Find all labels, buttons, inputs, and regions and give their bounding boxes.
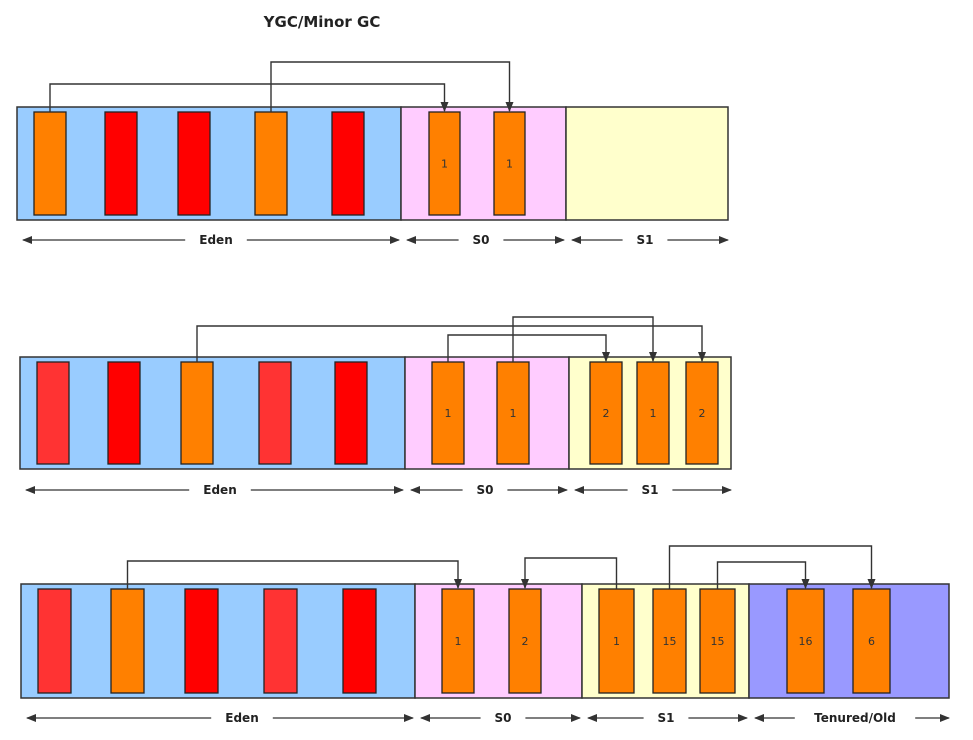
object-block-live (180, 361, 214, 465)
object-age-label: 1 (455, 635, 462, 648)
object-block-dead (258, 361, 292, 465)
object-block-live (33, 111, 67, 216)
copy-arrow (521, 557, 618, 589)
object-block-live (589, 361, 623, 465)
object-age-label: 2 (603, 407, 610, 420)
diagram-title: YGC/Minor GC (263, 13, 381, 31)
heap-row-1: 1 1 Eden S0 S1 (16, 61, 729, 247)
object-age-label: 1 (510, 407, 517, 420)
object-block-live (428, 111, 461, 216)
copy-arrow (270, 61, 514, 112)
object-block-dead (104, 111, 138, 216)
object-block-dead (177, 111, 211, 216)
heap-row-3: 1 2 1 15 15 16 6 Eden S0 S1 Tenured/Old (20, 545, 950, 725)
object-block-dead (263, 588, 298, 694)
object-block-live (431, 361, 465, 465)
region-label-s0: S0 (473, 233, 490, 247)
object-age-label: 1 (613, 635, 620, 648)
region-label-eden: Eden (199, 233, 232, 247)
object-age-label: 1 (441, 158, 448, 171)
object-age-label: 6 (868, 635, 875, 648)
object-age-label: 2 (522, 635, 529, 648)
copy-arrow (447, 334, 610, 362)
object-age-label: 1 (650, 407, 657, 420)
object-block-live (508, 588, 542, 694)
copy-arrow (668, 545, 876, 589)
region-label-s0: S0 (495, 711, 512, 725)
object-block-dead (184, 588, 219, 694)
region-label-old: Tenured/Old (814, 711, 896, 725)
object-age-label: 15 (711, 635, 725, 648)
object-block-dead (107, 361, 141, 465)
object-age-label: 2 (699, 407, 706, 420)
object-age-label: 16 (799, 635, 813, 648)
region-label-eden: Eden (203, 483, 236, 497)
object-block-live (852, 588, 891, 694)
object-block-live (786, 588, 825, 694)
copy-arrow (512, 316, 657, 362)
region-label-s1: S1 (637, 233, 654, 247)
object-block-live (110, 588, 145, 694)
region-s0 (404, 356, 570, 470)
object-block-dead (342, 588, 377, 694)
object-block-live (493, 111, 526, 216)
object-age-label: 1 (445, 407, 452, 420)
copy-arrow (716, 561, 810, 589)
object-age-label: 1 (506, 158, 513, 171)
object-age-label: 15 (663, 635, 677, 648)
region-s0 (400, 106, 567, 221)
copy-arrow (126, 560, 462, 589)
object-block-dead (37, 588, 72, 694)
copy-arrow (49, 83, 449, 112)
region-label-s1: S1 (642, 483, 659, 497)
object-block-dead (36, 361, 70, 465)
object-block-live (652, 588, 687, 694)
region-s0 (414, 583, 583, 699)
region-s1 (565, 106, 729, 221)
region-label-s1: S1 (658, 711, 675, 725)
object-block-live (699, 588, 736, 694)
object-block-live (685, 361, 719, 465)
object-block-live (496, 361, 530, 465)
heap-row-2: 1 1 2 1 2 Eden S0 S1 (19, 316, 732, 497)
region-old (748, 583, 950, 699)
copy-arrow (196, 325, 706, 362)
region-label-s0: S0 (477, 483, 494, 497)
object-block-live (636, 361, 670, 465)
object-block-live (598, 588, 635, 694)
object-block-dead (334, 361, 368, 465)
object-block-dead (331, 111, 365, 216)
region-label-eden: Eden (225, 711, 258, 725)
object-block-live (441, 588, 475, 694)
object-block-live (254, 111, 288, 216)
